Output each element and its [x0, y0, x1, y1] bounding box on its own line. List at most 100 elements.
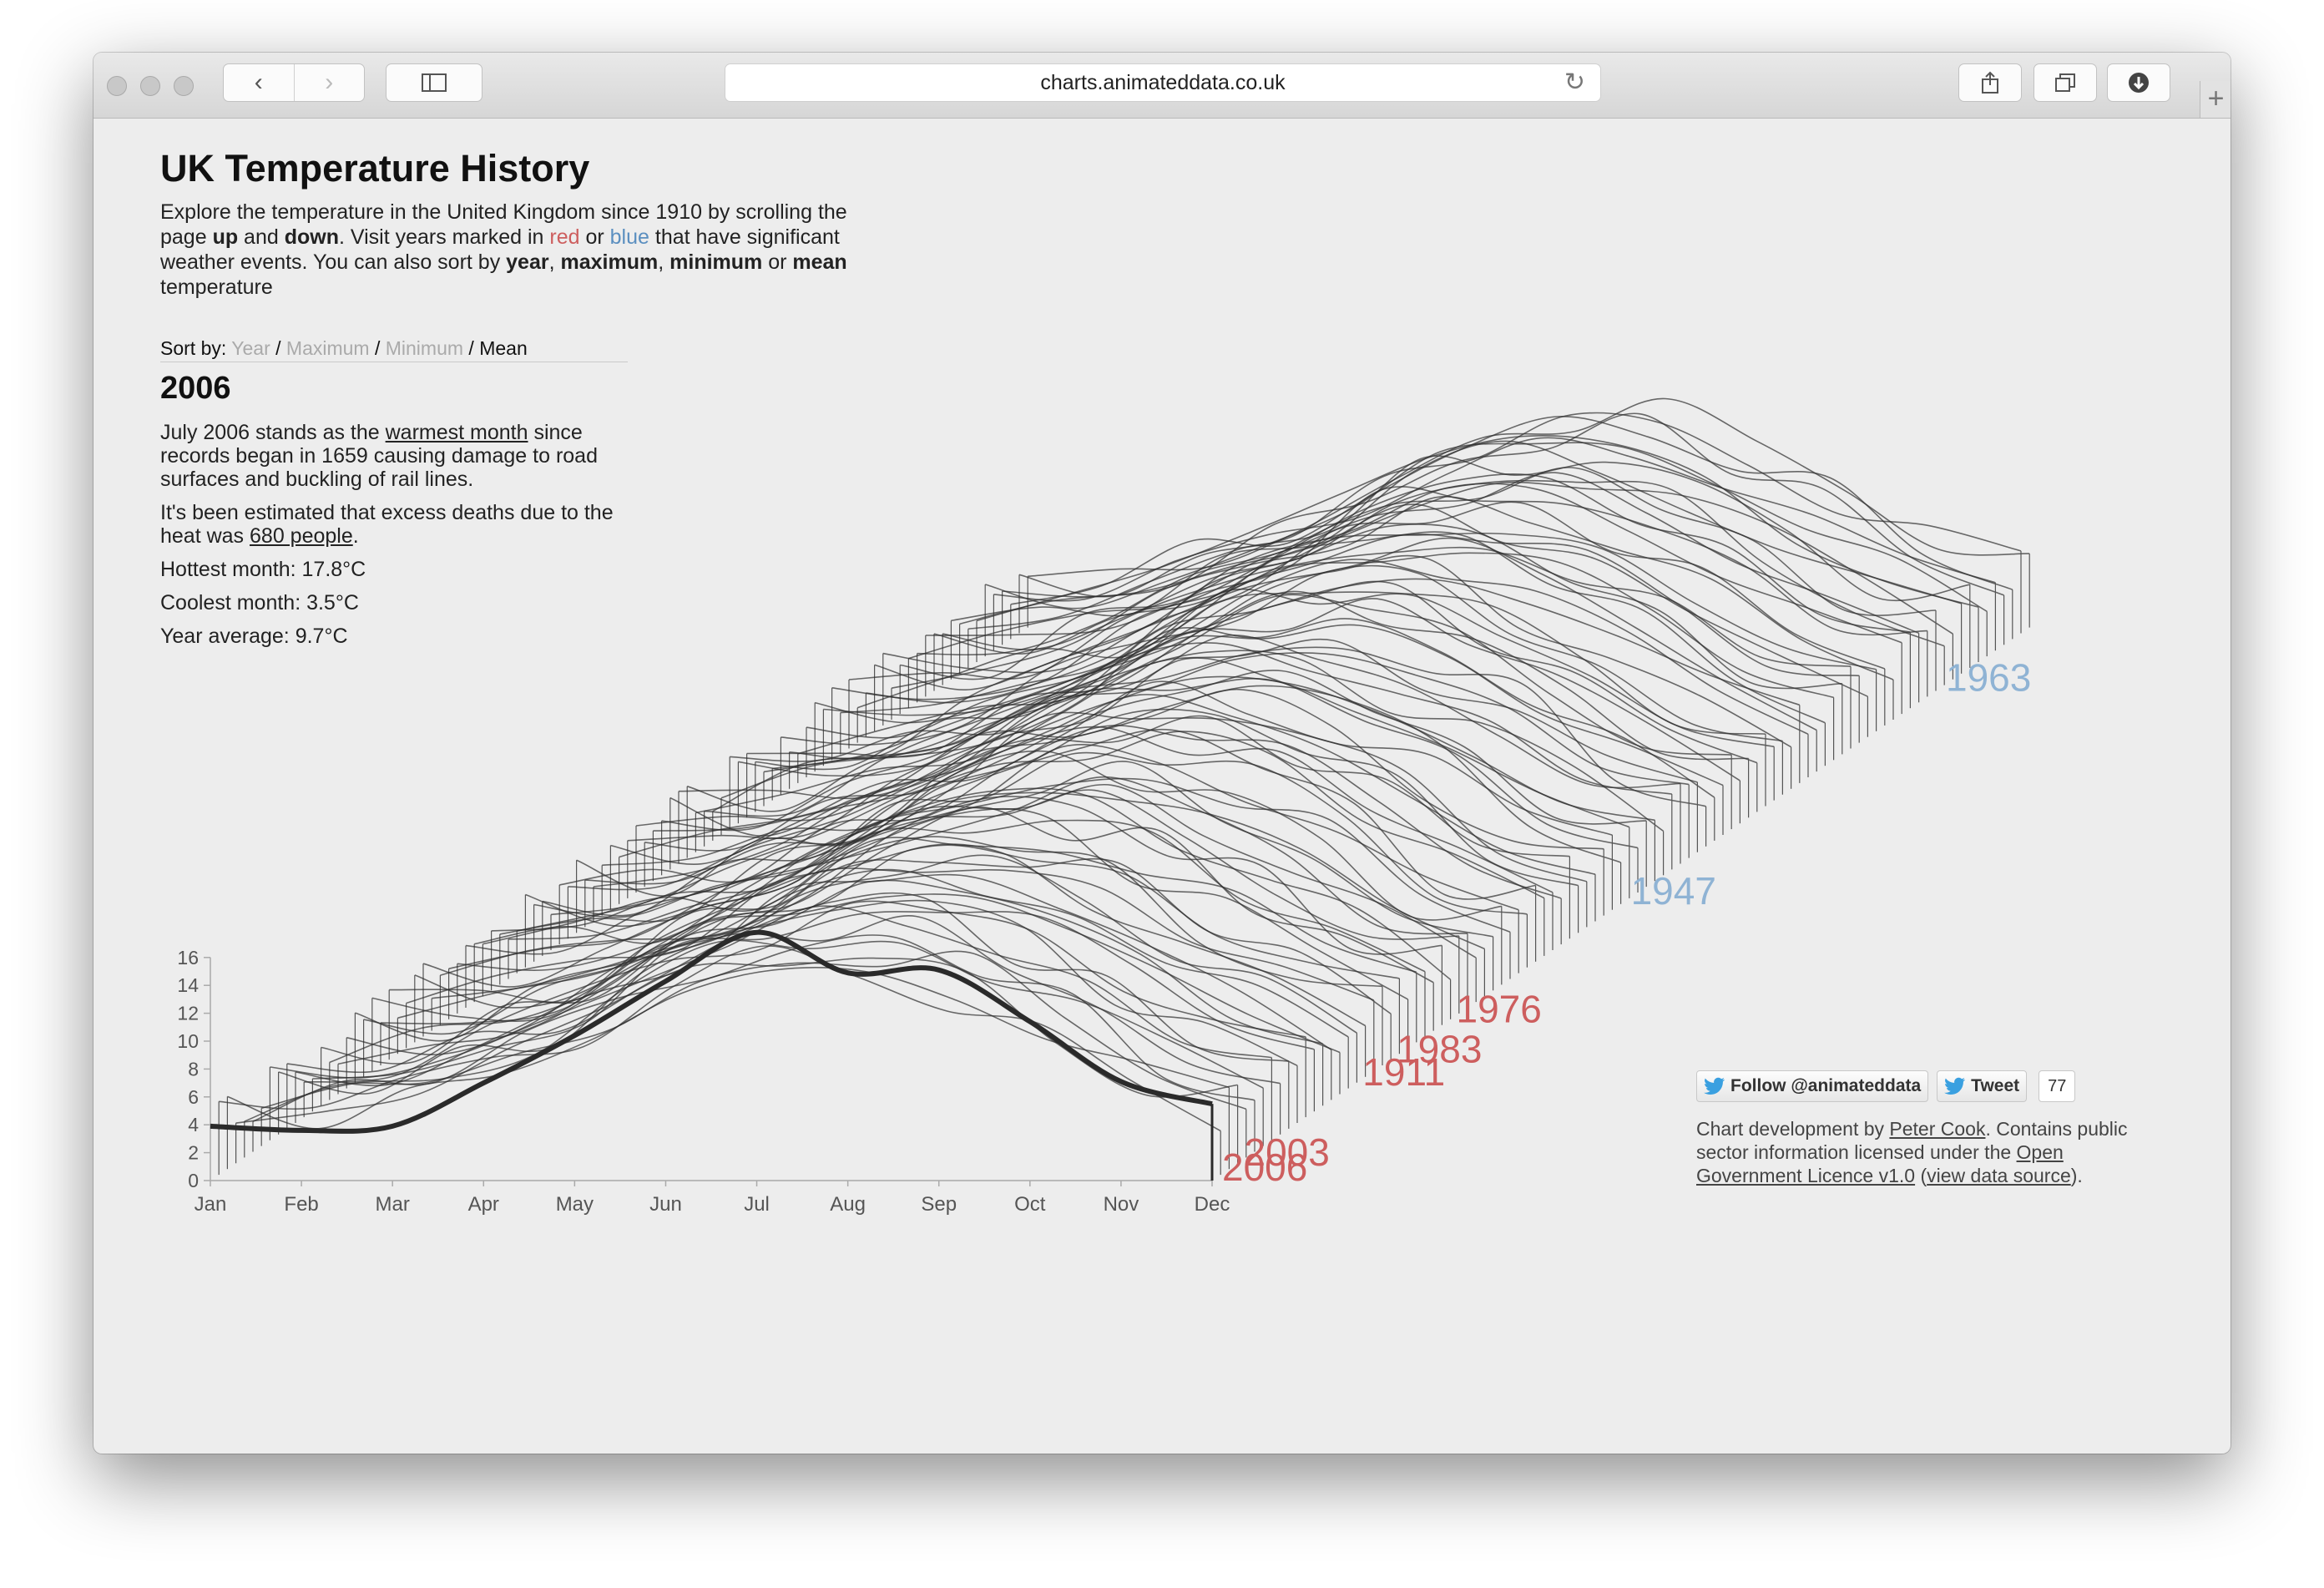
credit-part: ). — [2070, 1165, 2083, 1186]
downloads-button[interactable] — [2107, 63, 2170, 102]
intro-minimum: minimum — [669, 250, 763, 274]
social-buttons: Follow @animateddata Tweet 77 — [1696, 1070, 2076, 1102]
year-curve — [602, 688, 1604, 867]
share-icon — [1982, 71, 1998, 94]
minimize-window-button[interactable] — [140, 76, 160, 96]
year-label: 1947 — [1631, 869, 1716, 913]
year-curve — [644, 670, 1647, 852]
intro-part: temperature — [160, 276, 273, 299]
intro-blue: blue — [609, 225, 649, 249]
tabs-overview-button[interactable] — [2034, 63, 2097, 102]
forward-icon[interactable]: › — [293, 64, 365, 101]
desc-text: since records began in 1659 causing dama… — [160, 421, 598, 491]
address-bar[interactable]: charts.animateddata.co.uk ↻ — [725, 63, 1601, 102]
description-paragraph: July 2006 stands as the warmest month si… — [160, 421, 636, 491]
year-curve — [270, 905, 1272, 1079]
follow-button[interactable]: Follow @animateddata — [1696, 1070, 1929, 1102]
intro-part: that have significant weather events. Yo… — [160, 225, 840, 274]
warmest-month-link[interactable]: warmest month — [385, 421, 528, 444]
year-curve — [244, 950, 1247, 1122]
intro-part: Explore the temperature in the United Ki… — [160, 200, 847, 249]
year-curve — [933, 467, 1937, 655]
year-curve — [695, 638, 1698, 814]
credit-part: Chart development by — [1696, 1118, 1890, 1140]
zoom-window-button[interactable] — [174, 76, 194, 96]
sort-maximum-link[interactable]: Maximum — [285, 337, 370, 359]
x-tick-label: Nov — [1104, 1193, 1139, 1216]
year-curve — [584, 711, 1588, 885]
year-curve — [993, 437, 1996, 602]
year-curve — [329, 873, 1332, 1064]
new-tab-icon[interactable]: + — [2200, 81, 2231, 118]
intro-up: up — [212, 225, 239, 249]
year-label: 1911 — [1362, 1050, 1445, 1094]
x-tick-label: Jul — [744, 1193, 770, 1216]
year-curve — [219, 945, 1221, 1132]
close-window-button[interactable] — [107, 76, 127, 96]
back-icon[interactable]: ‹ — [254, 68, 263, 96]
data-source-link[interactable]: view data source — [1927, 1165, 2071, 1186]
y-tick-label: 10 — [177, 1030, 199, 1052]
year-curve — [959, 440, 1962, 625]
year-curve — [610, 680, 1613, 866]
desc-text: It's been estimated that excess deaths d… — [160, 501, 614, 548]
y-tick-label: 0 — [188, 1170, 199, 1191]
year-curve — [789, 554, 1791, 760]
year-curve — [542, 731, 1545, 917]
y-tick-label: 4 — [188, 1114, 199, 1135]
author-link[interactable]: Peter Cook — [1889, 1118, 1986, 1140]
sort-separator: / — [275, 337, 281, 359]
y-tick-label: 8 — [188, 1058, 199, 1080]
page-content: 0 2 4 6 8 10 12 14 16 Jan Feb Mar Apr May Jun Jul Aug Sep… — [93, 119, 2231, 1454]
year-curve — [882, 501, 1886, 674]
year-curve — [576, 708, 1579, 897]
tweet-button[interactable]: Tweet — [1937, 1070, 2028, 1102]
sidebar-icon — [422, 73, 447, 92]
year-label: 2003 — [1245, 1130, 1330, 1174]
intro-text: Explore the temperature in the United Ki… — [160, 200, 870, 300]
year-curve — [1010, 416, 2013, 605]
sort-mean-link[interactable]: Mean — [479, 337, 528, 359]
year-curve — [925, 486, 1927, 636]
twitter-bird-icon — [1944, 1077, 1966, 1095]
year-curve — [371, 867, 1375, 1022]
intro-part: or — [579, 225, 610, 249]
share-button[interactable] — [1958, 63, 2022, 102]
x-tick-label: May — [556, 1193, 594, 1216]
sort-separator: / — [468, 337, 474, 359]
excess-deaths-link[interactable]: 680 people — [250, 524, 353, 548]
y-tick-label: 2 — [188, 1142, 199, 1164]
licence-link[interactable]: Open Government Licence v1.0 — [1696, 1141, 2064, 1186]
year-curve — [627, 678, 1630, 842]
reload-icon[interactable]: ↻ — [1564, 68, 1585, 96]
sort-year-link[interactable]: Year — [231, 337, 270, 359]
year-curve — [482, 791, 1485, 950]
sidebar-button[interactable] — [386, 63, 482, 102]
intro-part: or — [762, 250, 793, 274]
coolest-month: Coolest month: 3.5°C — [160, 591, 359, 614]
year-curve — [533, 728, 1536, 918]
desc-text: July 2006 stands as the — [160, 421, 386, 444]
x-tick-label: Apr — [468, 1193, 499, 1216]
year-curve — [346, 868, 1349, 1055]
year-curve — [704, 646, 1706, 817]
year-curve — [363, 843, 1366, 1035]
intro-part: , — [658, 250, 670, 274]
sort-label: Sort by: — [160, 337, 227, 359]
year-curve — [984, 442, 1988, 612]
intro-part: , — [548, 250, 561, 274]
year-curve — [848, 546, 1852, 680]
year-curve — [440, 796, 1442, 976]
intro-year: year — [506, 250, 549, 274]
year-curve — [312, 911, 1315, 1080]
year-curve — [619, 685, 1621, 863]
x-tick-label: Jun — [649, 1193, 682, 1216]
nav-buttons: ‹ › — [223, 63, 365, 102]
browser-window: ‹ › charts.animateddata.co.uk ↻ + 0 2 4 6 8 1… — [93, 53, 2231, 1454]
twitter-bird-icon — [1704, 1077, 1725, 1095]
sort-minimum-link[interactable]: Minimum — [385, 337, 464, 359]
intro-maximum: maximum — [560, 250, 659, 274]
intro-mean: mean — [792, 250, 847, 274]
year-curve — [635, 657, 1639, 849]
year-curve — [900, 483, 1902, 680]
